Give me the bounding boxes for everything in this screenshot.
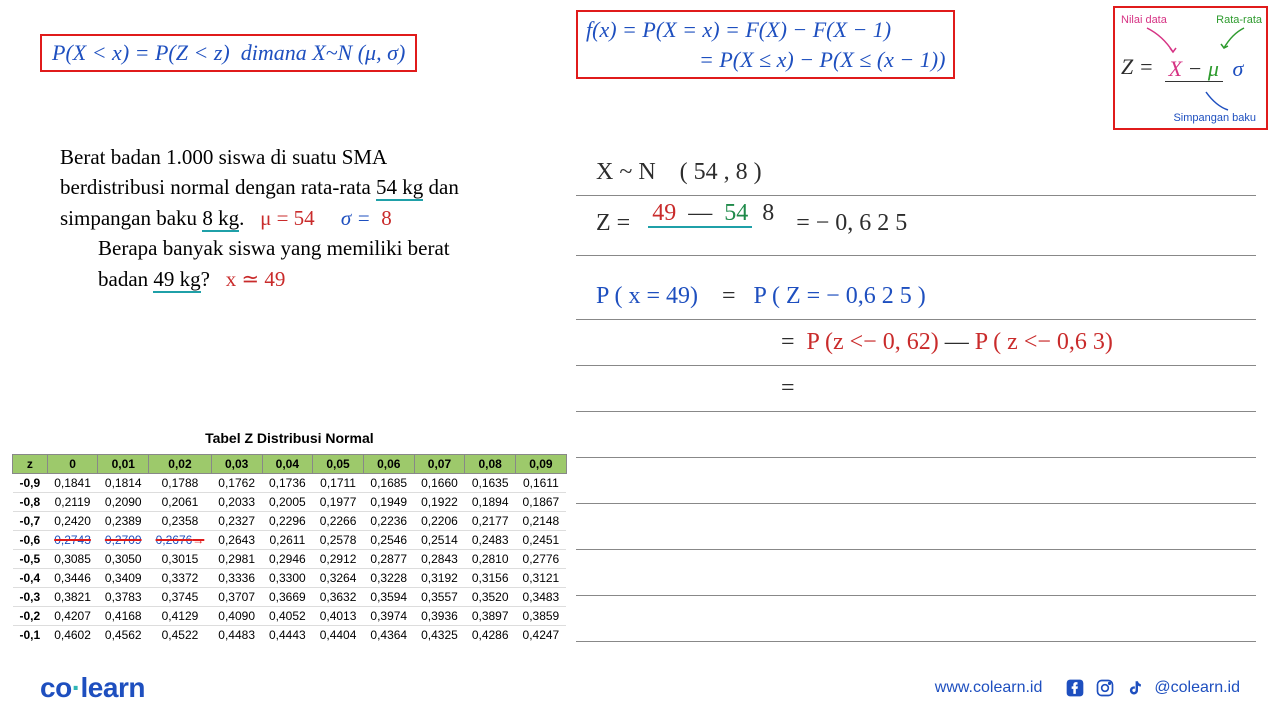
formula-1-text: P(X < x) = P(Z < z) dimana X~N (μ, σ) (52, 40, 405, 65)
formula-2-line2: = P(X ≤ x) − P(X ≤ (x − 1)) (586, 45, 945, 75)
anno-mu: μ = 54 (260, 206, 315, 230)
problem-statement: Berat badan 1.000 siswa di suatu SMA ber… (60, 142, 510, 294)
worked-solution: X ~ N ( 54 , 8 ) Z = 49 — 54 8 = − 0, 6 … (576, 150, 1256, 642)
anno-simpangan: Simpangan baku (1173, 112, 1256, 124)
formula-2-line1: f(x) = P(X = x) = F(X) − F(X − 1) (586, 15, 945, 45)
social-handle: @colearn.id (1154, 679, 1240, 697)
z-table: Tabel Z Distribusi Normal z00,010,020,03… (12, 430, 567, 644)
footer-url: www.colearn.id (935, 679, 1043, 697)
formula-box-1: P(X < x) = P(Z < z) dimana X~N (μ, σ) (40, 34, 417, 72)
anno-nilai-data: Nilai data (1121, 14, 1167, 26)
facebook-icon (1064, 677, 1086, 699)
logo: co·learn (40, 672, 145, 704)
z-table-grid: z00,010,020,030,040,050,060,070,080,09 -… (12, 454, 567, 644)
formula-box-2: f(x) = P(X = x) = F(X) − F(X − 1) = P(X … (576, 10, 955, 79)
tiktok-icon (1124, 677, 1146, 699)
z-formula: Z = X − μ σ (1121, 54, 1247, 82)
z-formula-box: Nilai data Rata-rata Simpangan baku Z = … (1113, 6, 1268, 130)
anno-rata-rata: Rata-rata (1216, 14, 1262, 26)
footer: co·learn www.colearn.id @colearn.id (0, 668, 1280, 708)
social-icons: @colearn.id (1064, 677, 1240, 699)
z-table-title: Tabel Z Distribusi Normal (12, 430, 567, 446)
anno-x: x ≃ 49 (226, 267, 286, 291)
instagram-icon (1094, 677, 1116, 699)
